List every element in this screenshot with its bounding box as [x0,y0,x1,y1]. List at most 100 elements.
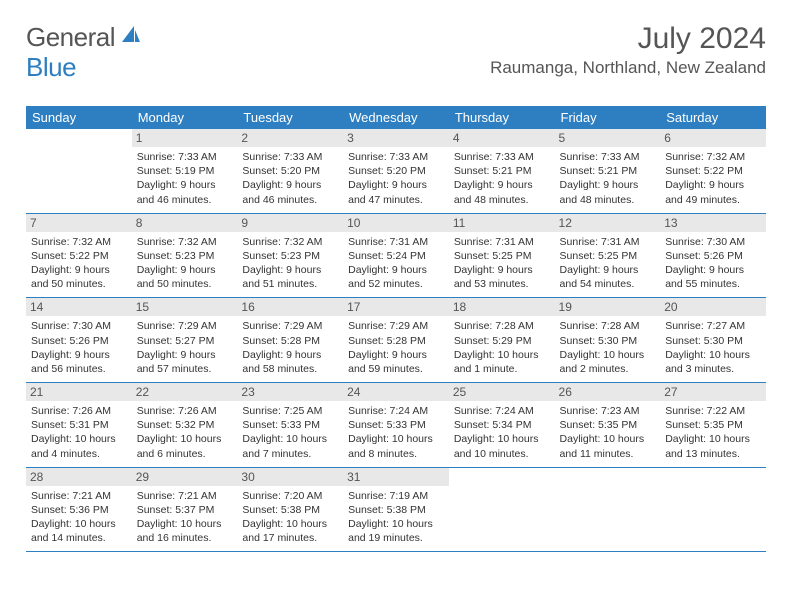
day-info: Sunrise: 7:31 AMSunset: 5:25 PMDaylight:… [454,235,550,292]
calendar-day-cell: 7 Sunrise: 7:32 AMSunset: 5:22 PMDaylight… [26,213,132,298]
sunset-text: Sunset: 5:23 PM [137,249,233,263]
calendar-day-cell: 9Sunrise: 7:32 AMSunset: 5:23 PMDaylight… [237,213,343,298]
daylight-text: Daylight: 10 hours and 8 minutes. [348,432,444,460]
calendar-day-cell: 5 Sunrise: 7:33 AMSunset: 5:21 PMDaylight… [555,129,661,213]
weekday-header: Monday [132,106,238,129]
daylight-text: Daylight: 9 hours and 54 minutes. [560,263,656,291]
daylight-text: Daylight: 9 hours and 53 minutes. [454,263,550,291]
logo-sail-icon [120,24,142,51]
sunrise-text: Sunrise: 7:19 AM [348,489,444,503]
daylight-text: Daylight: 10 hours and 17 minutes. [242,517,338,545]
day-info: Sunrise: 7:33 AMSunset: 5:20 PMDaylight:… [348,150,444,207]
sunset-text: Sunset: 5:37 PM [137,503,233,517]
day-number: 15 [132,298,238,316]
calendar-day-cell: 21Sunrise: 7:26 AMSunset: 5:31 PMDayligh… [26,383,132,468]
calendar-day-cell: 11Sunrise: 7:31 AMSunset: 5:25 PMDayligh… [449,213,555,298]
day-info: Sunrise: 7:22 AMSunset: 5:35 PMDaylight:… [665,404,761,461]
weekday-header: Friday [555,106,661,129]
day-number: 5 [555,129,661,147]
weekday-header: Tuesday [237,106,343,129]
daylight-text: Daylight: 10 hours and 11 minutes. [560,432,656,460]
weekday-header-row: Sunday Monday Tuesday Wednesday Thursday… [26,106,766,129]
sunrise-text: Sunrise: 7:33 AM [454,150,550,164]
calendar-day-cell [660,467,766,552]
calendar-day-cell: 24 Sunrise: 7:24 AMSunset: 5:33 PMDayligh… [343,383,449,468]
daylight-text: Daylight: 9 hours and 52 minutes. [348,263,444,291]
sunset-text: Sunset: 5:31 PM [31,418,127,432]
sunrise-text: Sunrise: 7:28 AM [454,319,550,333]
sunset-text: Sunset: 5:30 PM [560,334,656,348]
day-info: Sunrise: 7:31 AMSunset: 5:24 PMDaylight:… [348,235,444,292]
day-number: 20 [660,298,766,316]
weekday-header: Thursday [449,106,555,129]
day-info: Sunrise: 7:29 AMSunset: 5:28 PMDaylight:… [348,319,444,376]
sunset-text: Sunset: 5:38 PM [242,503,338,517]
daylight-text: Daylight: 10 hours and 6 minutes. [137,432,233,460]
sunrise-text: Sunrise: 7:33 AM [137,150,233,164]
day-number: 22 [132,383,238,401]
sunrise-text: Sunrise: 7:22 AM [665,404,761,418]
calendar-day-cell: 14 Sunrise: 7:30 AMSunset: 5:26 PMDayligh… [26,298,132,383]
sunset-text: Sunset: 5:32 PM [137,418,233,432]
sunset-text: Sunset: 5:36 PM [31,503,127,517]
day-info: Sunrise: 7:33 AMSunset: 5:20 PMDaylight:… [242,150,338,207]
day-number: 1 [132,129,238,147]
day-number: 27 [660,383,766,401]
daylight-text: Daylight: 9 hours and 51 minutes. [242,263,338,291]
day-number: 7 [26,214,132,232]
day-number: 24 [343,383,449,401]
calendar-week-row: 7 Sunrise: 7:32 AMSunset: 5:22 PMDaylight… [26,213,766,298]
calendar-day-cell: 27 Sunrise: 7:22 AMSunset: 5:35 PMDayligh… [660,383,766,468]
sunset-text: Sunset: 5:26 PM [665,249,761,263]
day-info: Sunrise: 7:30 AMSunset: 5:26 PMDaylight:… [31,319,127,376]
day-info: Sunrise: 7:28 AMSunset: 5:29 PMDaylight:… [454,319,550,376]
daylight-text: Daylight: 9 hours and 55 minutes. [665,263,761,291]
sunset-text: Sunset: 5:21 PM [560,164,656,178]
day-number: 12 [555,214,661,232]
calendar-week-row: 28Sunrise: 7:21 AMSunset: 5:36 PMDayligh… [26,467,766,552]
sunrise-text: Sunrise: 7:29 AM [242,319,338,333]
sunset-text: Sunset: 5:29 PM [454,334,550,348]
calendar-day-cell: 19Sunrise: 7:28 AMSunset: 5:30 PMDayligh… [555,298,661,383]
day-info: Sunrise: 7:33 AMSunset: 5:21 PMDaylight:… [560,150,656,207]
weekday-header: Wednesday [343,106,449,129]
daylight-text: Daylight: 9 hours and 46 minutes. [137,178,233,206]
logo-word2-wrap: Blue [26,52,76,83]
day-number: 18 [449,298,555,316]
sunrise-text: Sunrise: 7:33 AM [242,150,338,164]
sunrise-text: Sunrise: 7:29 AM [137,319,233,333]
day-number: 14 [26,298,132,316]
logo-word1: General [26,22,115,53]
daylight-text: Daylight: 10 hours and 16 minutes. [137,517,233,545]
sunrise-text: Sunrise: 7:32 AM [137,235,233,249]
sunrise-text: Sunrise: 7:20 AM [242,489,338,503]
day-info: Sunrise: 7:21 AMSunset: 5:37 PMDaylight:… [137,489,233,546]
day-number: 16 [237,298,343,316]
daylight-text: Daylight: 9 hours and 50 minutes. [137,263,233,291]
logo: General [26,22,144,53]
day-info: Sunrise: 7:20 AMSunset: 5:38 PMDaylight:… [242,489,338,546]
calendar-day-cell: 15Sunrise: 7:29 AMSunset: 5:27 PMDayligh… [132,298,238,383]
daylight-text: Daylight: 10 hours and 14 minutes. [31,517,127,545]
day-number: 4 [449,129,555,147]
day-info: Sunrise: 7:24 AMSunset: 5:34 PMDaylight:… [454,404,550,461]
sunset-text: Sunset: 5:19 PM [137,164,233,178]
day-info: Sunrise: 7:21 AMSunset: 5:36 PMDaylight:… [31,489,127,546]
sunrise-text: Sunrise: 7:25 AM [242,404,338,418]
calendar-day-cell: 29Sunrise: 7:21 AMSunset: 5:37 PMDayligh… [132,467,238,552]
sunset-text: Sunset: 5:33 PM [242,418,338,432]
calendar-day-cell: 13Sunrise: 7:30 AMSunset: 5:26 PMDayligh… [660,213,766,298]
calendar-day-cell: 26Sunrise: 7:23 AMSunset: 5:35 PMDayligh… [555,383,661,468]
day-info: Sunrise: 7:32 AMSunset: 5:22 PMDaylight:… [31,235,127,292]
sunset-text: Sunset: 5:34 PM [454,418,550,432]
daylight-text: Daylight: 10 hours and 13 minutes. [665,432,761,460]
day-info: Sunrise: 7:24 AMSunset: 5:33 PMDaylight:… [348,404,444,461]
daylight-text: Daylight: 10 hours and 4 minutes. [31,432,127,460]
day-info: Sunrise: 7:23 AMSunset: 5:35 PMDaylight:… [560,404,656,461]
daylight-text: Daylight: 9 hours and 48 minutes. [560,178,656,206]
calendar-day-cell: 1 Sunrise: 7:33 AMSunset: 5:19 PMDaylight… [132,129,238,213]
sunrise-text: Sunrise: 7:28 AM [560,319,656,333]
sunset-text: Sunset: 5:25 PM [560,249,656,263]
sunset-text: Sunset: 5:24 PM [348,249,444,263]
day-number: 17 [343,298,449,316]
